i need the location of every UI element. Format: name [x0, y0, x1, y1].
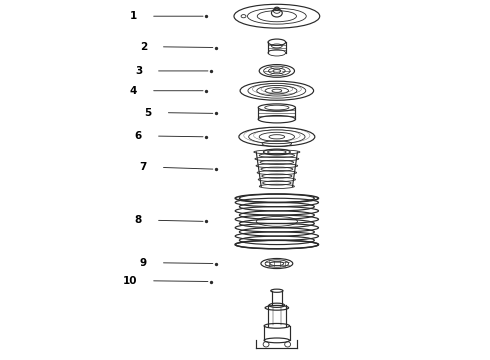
Text: 4: 4 — [130, 86, 137, 96]
Text: 8: 8 — [135, 215, 142, 225]
Text: 6: 6 — [135, 131, 142, 141]
Text: 7: 7 — [140, 162, 147, 172]
Text: 10: 10 — [122, 276, 137, 286]
Text: 1: 1 — [130, 11, 137, 21]
Text: 3: 3 — [135, 66, 142, 76]
Text: 9: 9 — [140, 258, 147, 268]
Text: 2: 2 — [140, 42, 147, 52]
Text: 5: 5 — [145, 108, 152, 118]
